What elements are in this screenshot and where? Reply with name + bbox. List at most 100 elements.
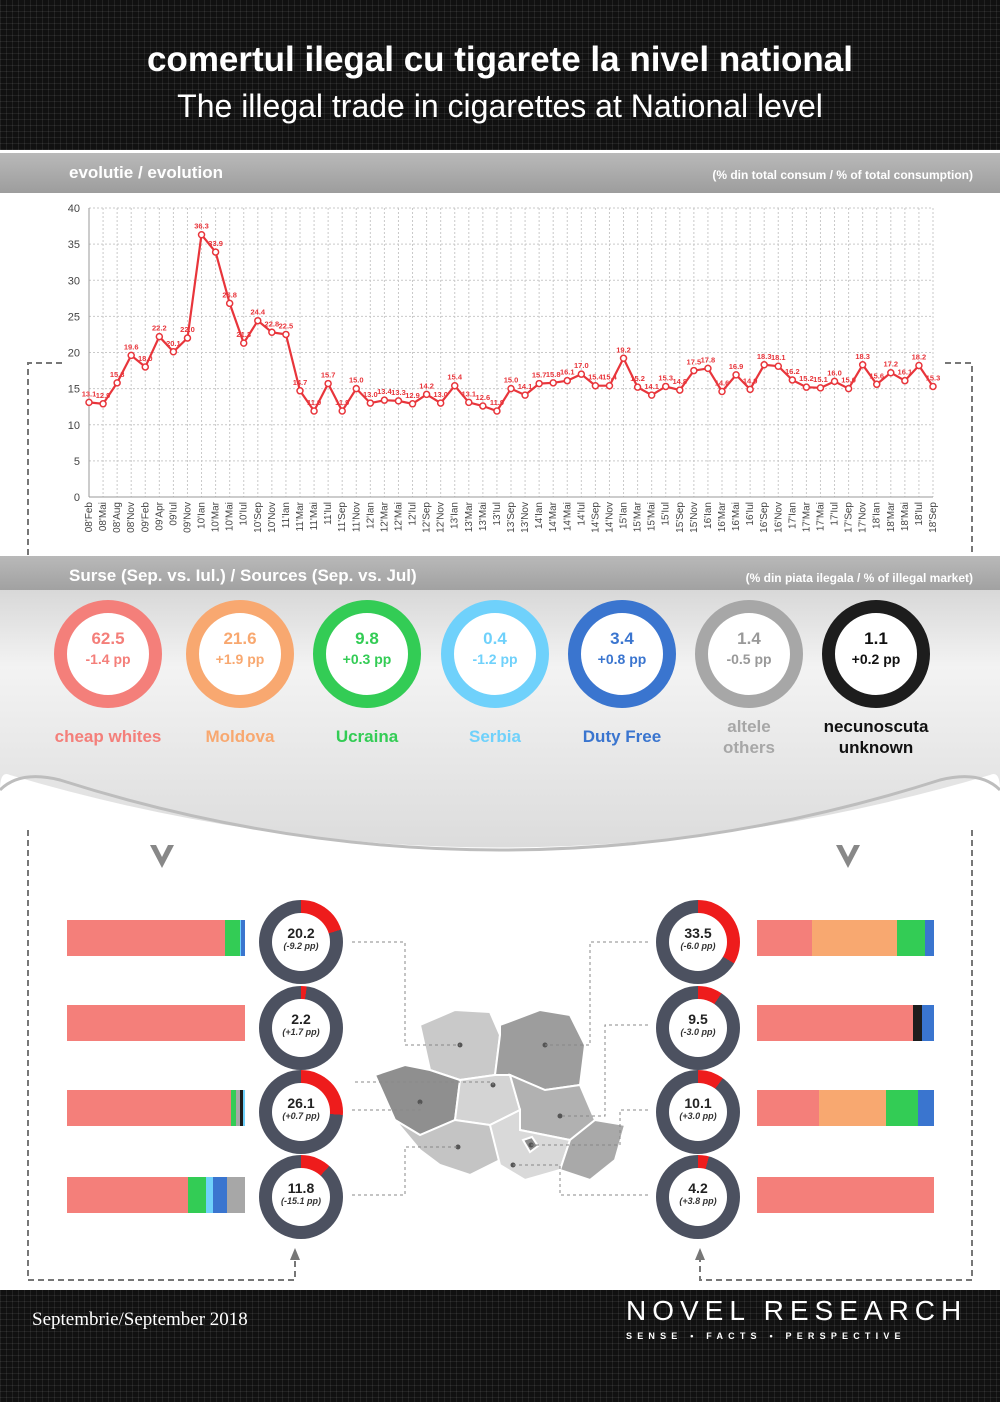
x-tick-label: 13'Sep bbox=[506, 502, 517, 533]
data-label: 15.3 bbox=[658, 373, 673, 382]
data-label: 12.6 bbox=[476, 393, 491, 402]
source-circle-serbia: 0.4 -1.2 pp bbox=[441, 600, 549, 708]
data-point bbox=[127, 351, 135, 360]
data-label: 22.8 bbox=[265, 319, 280, 328]
x-tick-label: 12'Mar bbox=[379, 501, 390, 532]
data-label: 15.4 bbox=[447, 373, 462, 382]
data-label: 15.8 bbox=[110, 370, 125, 379]
bar-segment bbox=[886, 1090, 919, 1126]
region-source-bar bbox=[67, 920, 245, 956]
data-point bbox=[155, 332, 164, 341]
data-label: 22.0 bbox=[180, 325, 195, 334]
data-point bbox=[647, 391, 656, 399]
x-tick-label: 09'Iul bbox=[168, 502, 179, 526]
x-tick-label: 09'Feb bbox=[140, 502, 151, 533]
y-tick-label: 40 bbox=[68, 203, 80, 215]
region-value: 20.2 bbox=[287, 925, 315, 941]
data-point bbox=[788, 376, 797, 384]
data-label: 17.0 bbox=[574, 361, 589, 370]
data-label: 13.1 bbox=[461, 389, 476, 398]
data-label: 14.8 bbox=[672, 377, 687, 386]
source-circle-unknown: 1.1 +0.2 pp bbox=[822, 600, 930, 708]
data-point bbox=[113, 379, 121, 387]
data-label: 17.2 bbox=[883, 360, 898, 369]
region-source-bar bbox=[67, 1177, 245, 1213]
bar-segment bbox=[227, 1177, 245, 1213]
data-point bbox=[844, 384, 853, 393]
bar-segment bbox=[243, 1090, 245, 1126]
bar-segment bbox=[67, 920, 226, 956]
data-point bbox=[394, 397, 403, 405]
data-point bbox=[296, 387, 304, 395]
data-label: 14.1 bbox=[644, 382, 659, 391]
data-point bbox=[901, 376, 909, 385]
y-tick-label: 25 bbox=[68, 311, 80, 323]
region-source-bar bbox=[757, 1090, 934, 1126]
y-tick-label: 15 bbox=[68, 384, 80, 396]
data-point bbox=[816, 384, 825, 392]
dashed-connectors-top bbox=[27, 362, 973, 555]
x-tick-label: 11'Sep bbox=[337, 502, 348, 533]
data-point bbox=[99, 400, 107, 408]
region-source-bar bbox=[757, 1005, 934, 1041]
evolution-line-chart: 0 5 10 15 20 25 30 35 40 08'Feb 08'Mai 08'Aug 08'No… bbox=[68, 203, 941, 533]
regions-panel bbox=[27, 830, 973, 1281]
x-tick-label: 13'Nov bbox=[520, 502, 531, 533]
x-tick-label: 14'Mai bbox=[562, 502, 573, 531]
x-tick-label: 17'Ian bbox=[787, 502, 798, 529]
data-label: 18.3 bbox=[855, 352, 870, 361]
source-value: 3.4 bbox=[610, 629, 634, 648]
x-tick-label: 16'Mar bbox=[717, 501, 728, 532]
romania-map bbox=[373, 1008, 627, 1182]
data-label: 11.9 bbox=[335, 398, 349, 407]
data-label: 14.7 bbox=[293, 378, 308, 387]
source-label: Moldova bbox=[205, 727, 275, 746]
bar-segment bbox=[239, 920, 242, 956]
region-change: (-3.0 pp) bbox=[680, 1027, 716, 1037]
data-point bbox=[310, 407, 318, 415]
data-label: 16.2 bbox=[785, 367, 800, 376]
x-tick-label: 16'Nov bbox=[773, 502, 784, 533]
header-banner bbox=[0, 0, 1000, 150]
region-source-bar bbox=[67, 1090, 245, 1126]
region-value: 11.8 bbox=[287, 1180, 315, 1196]
region-source-bar bbox=[757, 920, 934, 956]
data-label: 15.2 bbox=[799, 374, 814, 383]
bar-segment bbox=[67, 1005, 245, 1041]
region-share-ring: 10.1 (+3.0 pp) bbox=[656, 1070, 740, 1154]
page-subtitle: The illegal trade in cigarettes at Natio… bbox=[177, 88, 823, 124]
data-point bbox=[872, 380, 881, 389]
x-tick-label: 11'Ian bbox=[281, 502, 292, 528]
data-label: 19.2 bbox=[616, 345, 631, 354]
data-point bbox=[507, 384, 515, 393]
x-tick-label: 12'Nov bbox=[436, 502, 447, 533]
source-value: 0.4 bbox=[483, 629, 507, 648]
data-point bbox=[619, 354, 628, 363]
source-value: 62.5 bbox=[91, 629, 125, 648]
data-label: 13.4 bbox=[377, 387, 392, 396]
data-point bbox=[338, 407, 346, 415]
x-tick-label: 10'Mar bbox=[211, 501, 222, 532]
chart-x-ticks: 08'Feb 08'Mai 08'Aug 08'Nov 09'Feb 09'Apr 09'I… bbox=[84, 501, 939, 532]
data-label: 15.0 bbox=[841, 376, 856, 385]
data-label: 19.6 bbox=[124, 342, 139, 351]
data-point bbox=[521, 391, 529, 399]
source-change: +0.3 pp bbox=[342, 651, 392, 667]
x-tick-label: 14'Sep bbox=[590, 502, 601, 533]
bar-segment bbox=[757, 1005, 913, 1041]
data-label: 13.0 bbox=[363, 390, 378, 399]
data-label: 12.9 bbox=[405, 391, 420, 400]
bar-segment bbox=[921, 1005, 934, 1041]
data-label: 14.6 bbox=[715, 379, 730, 388]
region-value: 2.2 bbox=[291, 1011, 311, 1027]
source-circle-duty-free: 3.4 +0.8 pp bbox=[568, 600, 676, 708]
footer-banner bbox=[0, 1290, 1000, 1402]
data-label: 24.4 bbox=[250, 308, 265, 317]
data-point bbox=[929, 382, 937, 391]
data-label: 16.1 bbox=[898, 368, 913, 377]
y-tick-label: 35 bbox=[68, 239, 80, 251]
bar-segment bbox=[811, 920, 897, 956]
x-tick-label: 10'Iul bbox=[239, 502, 250, 526]
source-label: Ucraina bbox=[335, 727, 399, 746]
data-point bbox=[676, 386, 684, 394]
